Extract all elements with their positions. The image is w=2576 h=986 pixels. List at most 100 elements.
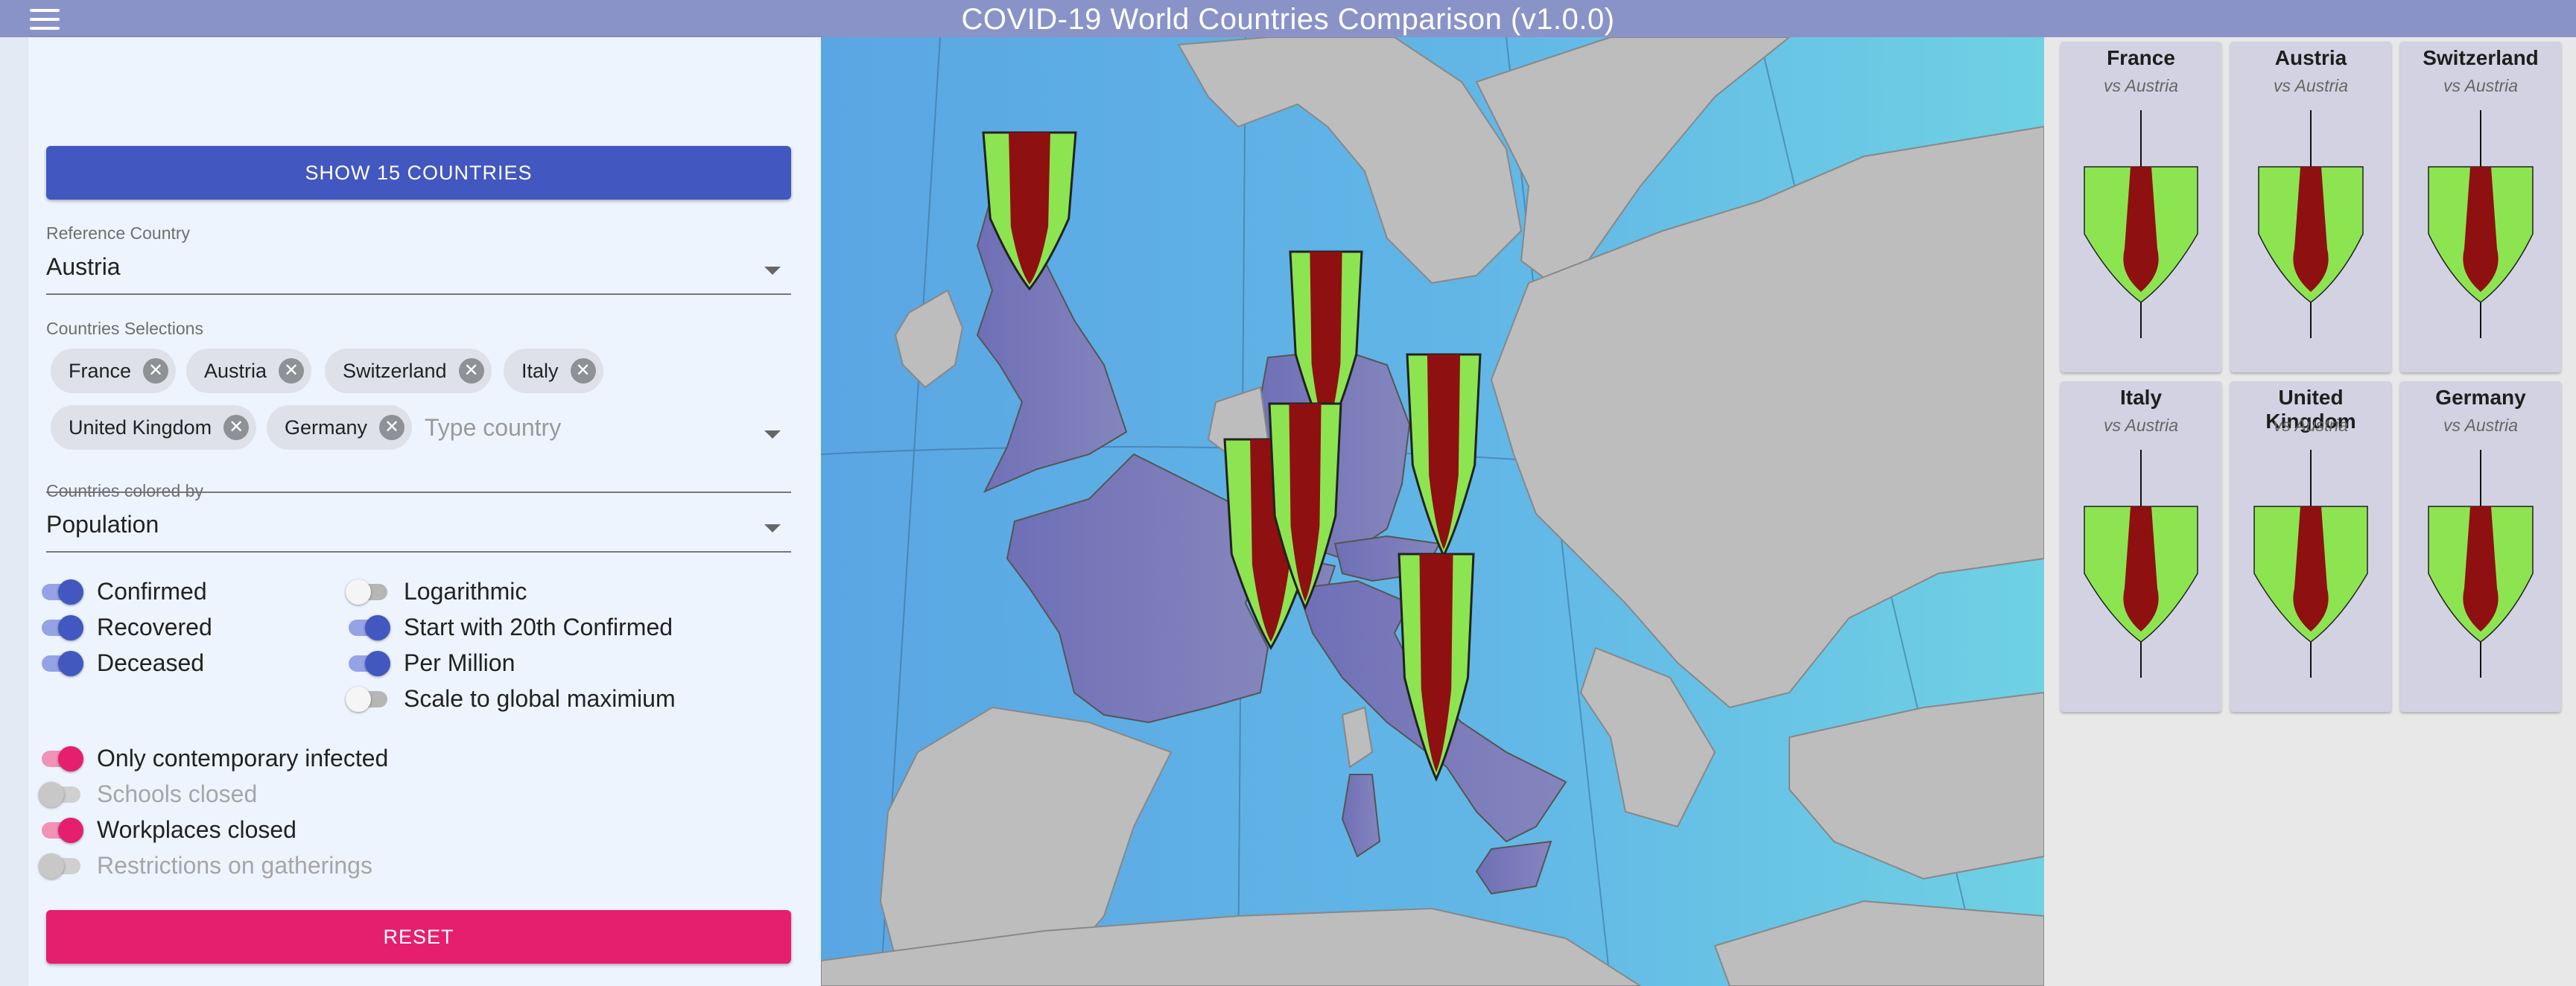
map-canvas[interactable] — [821, 37, 2044, 986]
map-glyphs — [982, 131, 1482, 782]
remove-chip-icon[interactable]: ✕ — [223, 415, 250, 440]
chart-deceased-area — [2123, 506, 2159, 632]
chart-deceased-area — [2463, 167, 2499, 292]
countries-selection-field[interactable] — [46, 343, 791, 493]
card-germany[interactable]: Germany vs Austria — [2400, 381, 2561, 712]
card-france[interactable]: France vs Austria — [2061, 42, 2221, 372]
card-chart — [2428, 450, 2534, 678]
toggle-label: Logarithmic — [404, 578, 527, 605]
toggle-confirmed[interactable]: Confirmed — [42, 578, 207, 605]
toggle-start-20th-confirmed[interactable]: Start with 20th Confirmed — [349, 614, 673, 641]
card-title: United Kingdom — [2265, 386, 2356, 433]
chip-label: Italy — [521, 359, 559, 382]
card-austria[interactable]: Austria vs Austria — [2230, 42, 2391, 372]
card-subtitle: vs Austria — [2443, 76, 2519, 95]
show-countries-button[interactable]: SHOW 15 COUNTRIES — [46, 146, 791, 200]
chevron-down-icon[interactable] — [764, 430, 781, 439]
card-united-kingdom[interactable]: United Kingdom vs Austria — [2230, 381, 2391, 712]
card-subtitle: vs Austria — [2443, 416, 2519, 435]
chip-label: Switzerland — [343, 359, 447, 382]
card-subtitle: vs Austria — [2103, 416, 2179, 435]
reference-country-value: Austria — [46, 253, 121, 280]
toggle-label: Deceased — [97, 649, 205, 676]
country-chip-switzerland[interactable]: Switzerland ✕ — [325, 349, 492, 393]
card-subtitle: vs Austria — [2103, 76, 2179, 95]
reference-country-select[interactable]: Austria — [46, 247, 791, 295]
toggle-label: Start with 20th Confirmed — [404, 614, 673, 640]
glyph-deceased-area — [1419, 554, 1453, 772]
country-search-input[interactable] — [423, 408, 739, 447]
card-chart — [2084, 110, 2198, 338]
map-country-france — [1006, 453, 1269, 724]
country-chip-italy[interactable]: Italy ✕ — [504, 349, 603, 393]
chart-deceased-area — [2293, 506, 2329, 632]
card-title: Italy — [2119, 386, 2163, 409]
toggle-label: Restrictions on gatherings — [97, 852, 372, 879]
toggle-label: Only contemporary infected — [97, 745, 389, 772]
chip-label: France — [69, 359, 132, 382]
reset-button[interactable]: RESET — [46, 910, 791, 964]
toggle-logarithmic[interactable]: Logarithmic — [346, 578, 527, 605]
toggle-scale-global-max[interactable]: Scale to global maximium — [346, 685, 676, 713]
toggle-workplaces-closed[interactable]: Workplaces closed — [42, 816, 296, 844]
card-title: Germany — [2435, 386, 2526, 409]
card-subtitle: vs Austria — [2273, 416, 2349, 435]
chart-deceased-area — [2463, 506, 2499, 632]
card-chart — [2258, 110, 2364, 338]
chart-deceased-area — [2123, 167, 2159, 292]
toggle-label: Schools closed — [97, 780, 258, 807]
map-country-italy-sardinia — [1341, 774, 1381, 858]
card-switzerland[interactable]: Switzerland vs Austria — [2400, 42, 2561, 372]
toggle-label: Recovered — [97, 614, 212, 640]
toggle-label: Scale to global maximium — [404, 685, 676, 712]
countries-selection-label: Countries Selections — [46, 319, 203, 338]
country-chip-austria[interactable]: Austria ✕ — [186, 349, 312, 393]
chevron-down-icon[interactable] — [764, 267, 781, 275]
control-panel: SHOW 15 COUNTRIES Reference Country Aust… — [28, 37, 821, 986]
colored-by-select[interactable]: Population — [46, 505, 791, 553]
reference-country-label: Reference Country — [46, 223, 191, 243]
remove-chip-icon[interactable]: ✕ — [458, 358, 484, 384]
europe-map[interactable] — [821, 37, 2044, 986]
app-title-bar: COVID-19 World Countries Comparison (v1.… — [0, 0, 2576, 37]
card-chart — [2253, 450, 2368, 678]
chip-label: Austria — [204, 359, 267, 382]
glyph-deceased-area — [1310, 252, 1342, 433]
remove-chip-icon[interactable]: ✕ — [570, 358, 596, 384]
app-title: COVID-19 World Countries Comparison (v1.… — [961, 3, 1615, 36]
toggle-recovered[interactable]: Recovered — [42, 614, 212, 641]
country-chip-united-kingdom[interactable]: United Kingdom ✕ — [51, 405, 257, 450]
card-italy[interactable]: Italy vs Austria — [2061, 381, 2221, 712]
map-country-italy-sicily — [1475, 840, 1552, 895]
toggle-label: Per Million — [404, 649, 515, 676]
toggle-per-million[interactable]: Per Million — [349, 649, 515, 677]
colored-by-value: Population — [46, 511, 159, 538]
panel-edge — [0, 37, 28, 986]
comparison-grid: France vs Austria Austria vs Austria Swi… — [2044, 37, 2576, 986]
card-title: Austria — [2274, 46, 2347, 69]
chip-label: United Kingdom — [69, 416, 212, 439]
remove-chip-icon[interactable]: ✕ — [279, 358, 305, 384]
toggle-schools-closed[interactable]: Schools closed — [39, 780, 258, 808]
country-chip-germany[interactable]: Germany ✕ — [267, 405, 413, 450]
remove-chip-icon[interactable]: ✕ — [143, 358, 169, 384]
country-chip-france[interactable]: France ✕ — [51, 349, 177, 393]
card-title: France — [2107, 46, 2175, 69]
toggle-deceased[interactable]: Deceased — [42, 649, 204, 677]
toggle-restrictions-gatherings[interactable]: Restrictions on gatherings — [39, 852, 372, 880]
card-chart — [2084, 450, 2198, 678]
toggle-label: Confirmed — [97, 578, 207, 605]
glyph-deceased-area — [1289, 404, 1322, 602]
toggle-label: Workplaces closed — [97, 816, 296, 843]
remove-chip-icon[interactable]: ✕ — [379, 415, 405, 440]
chart-deceased-area — [2293, 167, 2329, 292]
land-other — [821, 37, 2044, 986]
chip-label: Germany — [285, 416, 368, 439]
card-subtitle: vs Austria — [2273, 76, 2349, 95]
card-title: Switzerland — [2423, 46, 2539, 69]
toggle-contemporary-infected[interactable]: Only contemporary infected — [42, 745, 388, 772]
glyph-deceased-area — [1427, 354, 1461, 550]
hamburger-menu-icon[interactable] — [30, 9, 60, 30]
chevron-down-icon[interactable] — [764, 524, 781, 532]
glyph-deceased-area — [1009, 133, 1050, 284]
